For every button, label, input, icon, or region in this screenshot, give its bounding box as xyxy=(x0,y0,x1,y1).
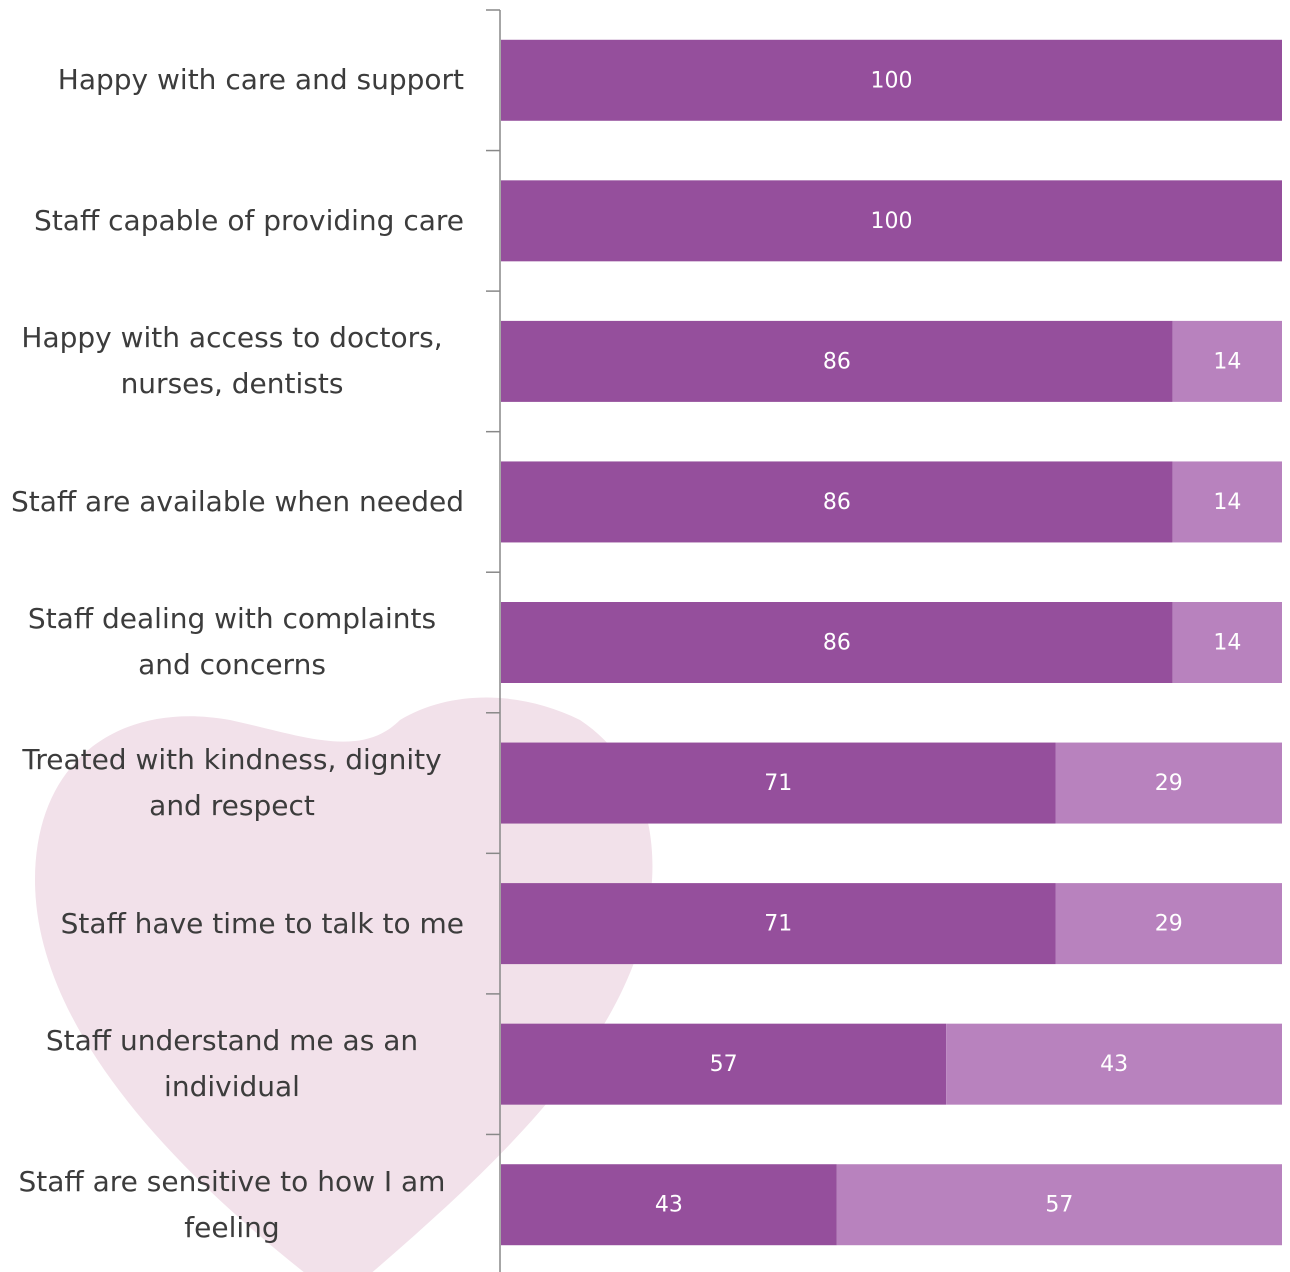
bar-segment xyxy=(1172,461,1282,543)
data-label: 86 xyxy=(823,490,851,515)
heart-background xyxy=(35,697,653,1272)
bar-segment xyxy=(501,180,1282,262)
data-label: 14 xyxy=(1213,490,1241,515)
category-label: Happy with care and support xyxy=(57,63,464,97)
data-label: 43 xyxy=(655,1193,683,1218)
category-label: Happy with access to doctors, nurses, de… xyxy=(21,321,443,401)
category-label-box: Staff have time to talk to me xyxy=(0,853,464,994)
category-label-box: Staff are sensitive to how I am feeling xyxy=(0,1134,464,1272)
category-label: Treated with kindness, dignity and respe… xyxy=(22,743,442,823)
category-label: Staff have time to talk to me xyxy=(60,906,464,940)
category-label: Staff capable of providing care xyxy=(34,203,464,237)
bar-segment xyxy=(836,1164,1282,1246)
bar-segment xyxy=(1172,320,1282,402)
data-label: 71 xyxy=(764,912,792,937)
category-label-box: Treated with kindness, dignity and respe… xyxy=(0,713,464,854)
bar-segment xyxy=(501,1164,837,1246)
category-label-box: Staff understand me as an individual xyxy=(0,994,464,1135)
bar-segment xyxy=(1055,883,1282,965)
data-label: 86 xyxy=(823,631,851,656)
category-label: Staff dealing with complaints and concer… xyxy=(27,602,437,682)
data-label: 29 xyxy=(1155,912,1183,937)
data-label: 100 xyxy=(871,209,913,234)
bar-segment xyxy=(946,1023,1282,1105)
data-label: 14 xyxy=(1213,349,1241,374)
data-label: 43 xyxy=(1100,1052,1128,1077)
category-label: Staff are available when needed xyxy=(10,484,464,518)
bar-segment xyxy=(501,883,1056,965)
category-label-box: Staff dealing with complaints and concer… xyxy=(0,572,464,713)
bar-segment xyxy=(501,320,1173,402)
data-label: 14 xyxy=(1213,631,1241,656)
category-label-box: Happy with access to doctors, nurses, de… xyxy=(0,291,464,432)
bar-segment xyxy=(1172,602,1282,683)
bar-segment xyxy=(501,1023,947,1105)
category-label: Staff understand me as an individual xyxy=(45,1024,419,1104)
category-label-box: Staff capable of providing care xyxy=(0,151,464,292)
bar-segment xyxy=(501,602,1173,683)
data-label: 57 xyxy=(1045,1193,1073,1218)
data-label: 71 xyxy=(764,771,792,796)
data-label: 57 xyxy=(710,1052,738,1077)
category-label-box: Happy with care and support xyxy=(0,10,464,151)
category-label-box: Staff are available when needed xyxy=(0,432,464,573)
data-label: 86 xyxy=(823,349,851,374)
bar-segment xyxy=(501,742,1056,824)
data-label: 100 xyxy=(871,68,913,93)
data-label: 29 xyxy=(1155,771,1183,796)
bar-segment xyxy=(1055,742,1282,824)
category-label: Staff are sensitive to how I am feeling xyxy=(18,1164,446,1244)
bar-segment xyxy=(501,39,1282,121)
bar-segment xyxy=(501,461,1173,543)
